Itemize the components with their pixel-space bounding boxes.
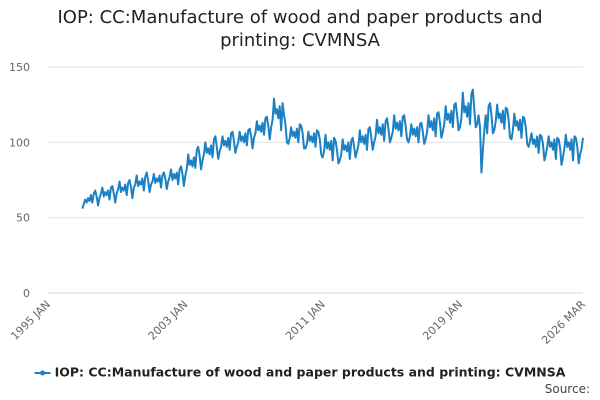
- legend-marker: [40, 370, 46, 376]
- y-tick-label: 50: [16, 212, 30, 225]
- x-tick-label: 2011 JAN: [283, 298, 328, 343]
- chart-title: IOP: CC:Manufacture of wood and paper pr…: [57, 7, 543, 51]
- legend-label: IOP: CC:Manufacture of wood and paper pr…: [55, 365, 566, 380]
- x-tick-label: 2003 JAN: [146, 298, 191, 343]
- x-tick-label: 2019 JAN: [420, 298, 465, 343]
- y-tick-label: 100: [9, 136, 30, 149]
- x-tick-label: 1995 JAN: [8, 298, 53, 343]
- x-tick-label: 2026 MAR: [539, 298, 588, 347]
- y-tick-label: 150: [9, 61, 30, 74]
- y-tick-label: 0: [23, 287, 30, 300]
- source: Source:: [545, 382, 590, 396]
- data-line: [81, 88, 584, 209]
